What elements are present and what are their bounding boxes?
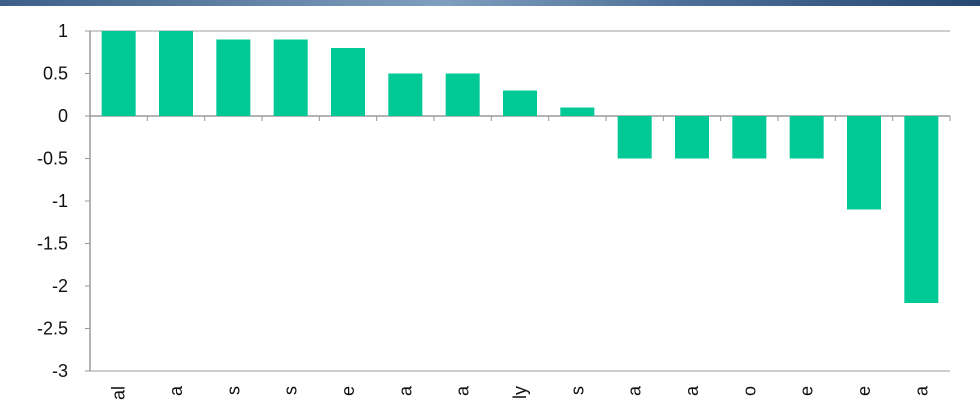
y-tick-label: -1.5: [37, 234, 68, 254]
x-category-label: ly: [510, 386, 530, 399]
y-tick-label: 1: [58, 21, 68, 41]
y-tick-label: -0.5: [37, 149, 68, 169]
x-category-label: s: [281, 386, 301, 395]
y-tick-label: -2: [52, 276, 68, 296]
x-category-label: a: [395, 385, 415, 396]
y-tick-label: -3: [52, 361, 68, 381]
x-category-label: al: [109, 386, 129, 400]
bar: [789, 116, 824, 159]
x-category-label: e: [797, 386, 817, 396]
bar: [388, 73, 423, 116]
y-tick-label: 0.5: [43, 64, 68, 84]
bar: [560, 107, 595, 116]
x-category-label: a: [682, 385, 702, 396]
y-tick-label: 0: [58, 106, 68, 126]
bar: [331, 48, 365, 116]
x-category-label: e: [854, 386, 874, 396]
bar: [675, 116, 709, 159]
x-category-label: a: [166, 385, 186, 396]
header-band: [0, 0, 980, 6]
x-category-label: a: [625, 385, 645, 396]
bar: [904, 116, 939, 303]
bar: [503, 90, 537, 116]
bar: [445, 73, 480, 116]
bar: [101, 31, 136, 116]
x-category-label: e: [338, 386, 358, 396]
bar: [732, 116, 767, 159]
x-category-label: s: [223, 386, 243, 395]
y-tick-label: -2.5: [37, 319, 68, 339]
bar: [617, 116, 652, 159]
x-category-label: a: [453, 385, 473, 396]
x-category-label: a: [911, 385, 931, 396]
bar: [273, 39, 308, 116]
x-category-label: s: [567, 386, 587, 395]
bar: [216, 39, 251, 116]
bar: [159, 31, 193, 116]
y-tick-label: -1: [52, 191, 68, 211]
bar: [847, 116, 881, 210]
x-category-label: o: [739, 386, 759, 396]
